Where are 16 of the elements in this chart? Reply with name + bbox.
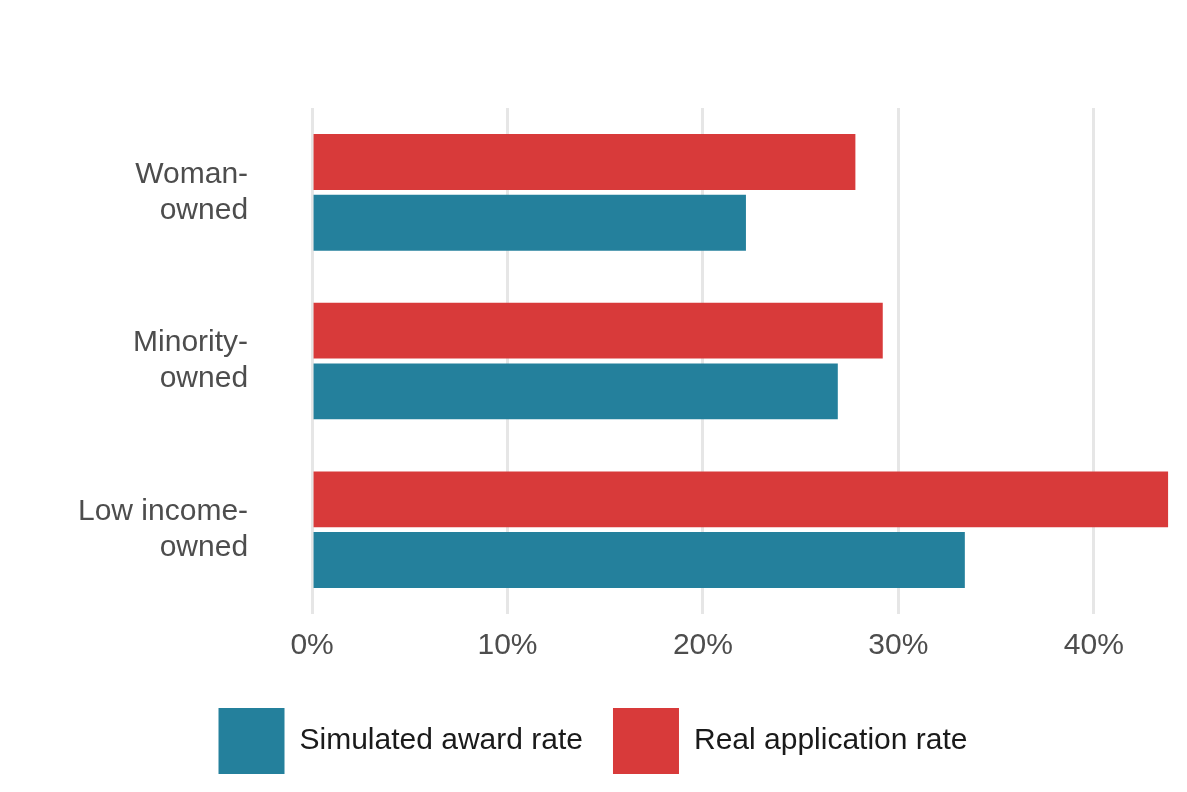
- x-tick-label: 0%: [290, 627, 334, 661]
- bar: [313, 134, 856, 190]
- bar: [313, 194, 746, 251]
- bar: [313, 363, 838, 420]
- legend-label: Real application rate: [693, 722, 968, 756]
- y-tick-label: Woman-owned: [135, 155, 249, 225]
- bar: [313, 532, 965, 588]
- bar: [313, 302, 883, 359]
- bar: [313, 471, 1169, 528]
- y-tick-label: Minority-owned: [133, 324, 249, 394]
- y-tick-label: Low income-owned: [77, 492, 249, 562]
- legend-label: Simulated award rate: [299, 722, 583, 756]
- x-tick-label: 40%: [1063, 627, 1124, 661]
- x-tick-label: 30%: [868, 627, 929, 661]
- x-tick-label: 20%: [672, 627, 733, 661]
- x-tick-label: 10%: [477, 627, 538, 661]
